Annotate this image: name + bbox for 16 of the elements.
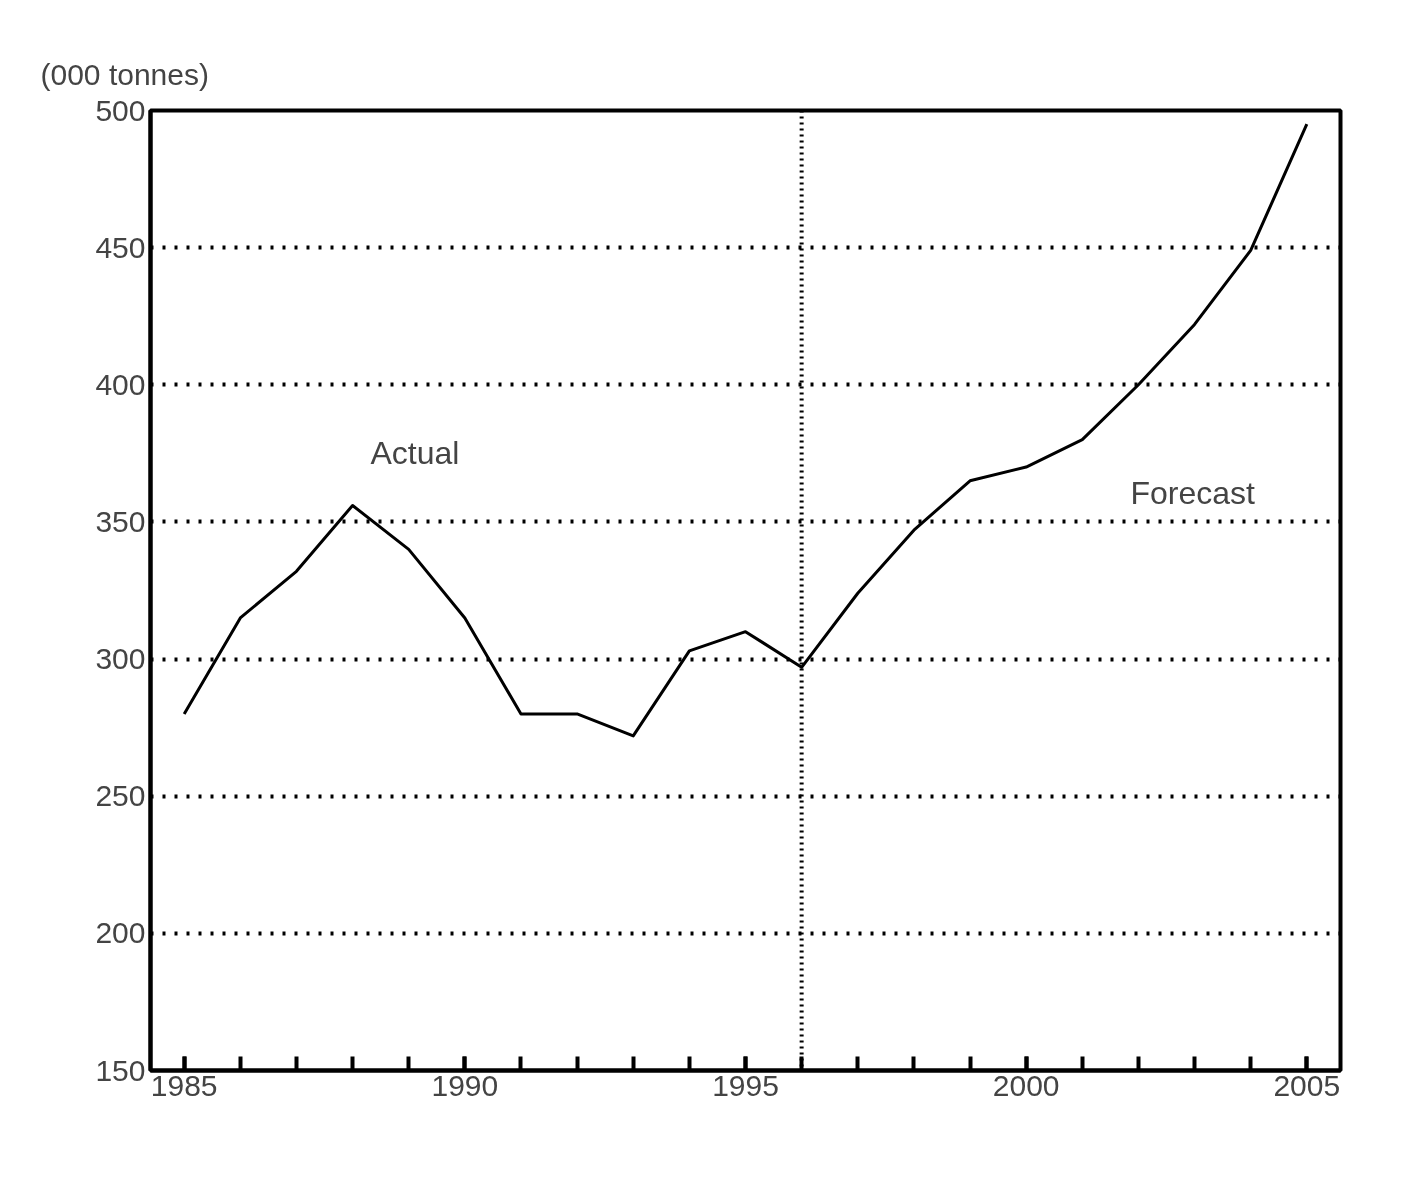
x-tick-label: 1995 <box>712 1068 779 1102</box>
y-tick-label: 500 <box>95 93 146 127</box>
y-tick-label: 450 <box>95 230 146 264</box>
annotation: Actual <box>370 434 460 471</box>
y-tick-label: 350 <box>95 504 146 538</box>
y-axis-title: (000 tonnes) <box>40 57 209 91</box>
x-tick-label: 2000 <box>992 1068 1060 1102</box>
x-tick-label: 1990 <box>431 1068 499 1102</box>
y-tick-label: 250 <box>95 779 146 813</box>
annotation: Forecast <box>1130 474 1256 511</box>
y-tick-label: 400 <box>95 367 146 401</box>
y-tick-label: 300 <box>95 642 146 676</box>
x-tick-label: 1985 <box>150 1068 218 1102</box>
y-tick-label: 150 <box>95 1053 146 1087</box>
x-tick-label: 2005 <box>1273 1068 1341 1102</box>
y-tick-label: 200 <box>95 916 146 950</box>
